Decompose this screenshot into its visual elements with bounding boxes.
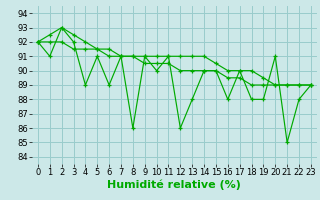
X-axis label: Humidité relative (%): Humidité relative (%) (108, 180, 241, 190)
